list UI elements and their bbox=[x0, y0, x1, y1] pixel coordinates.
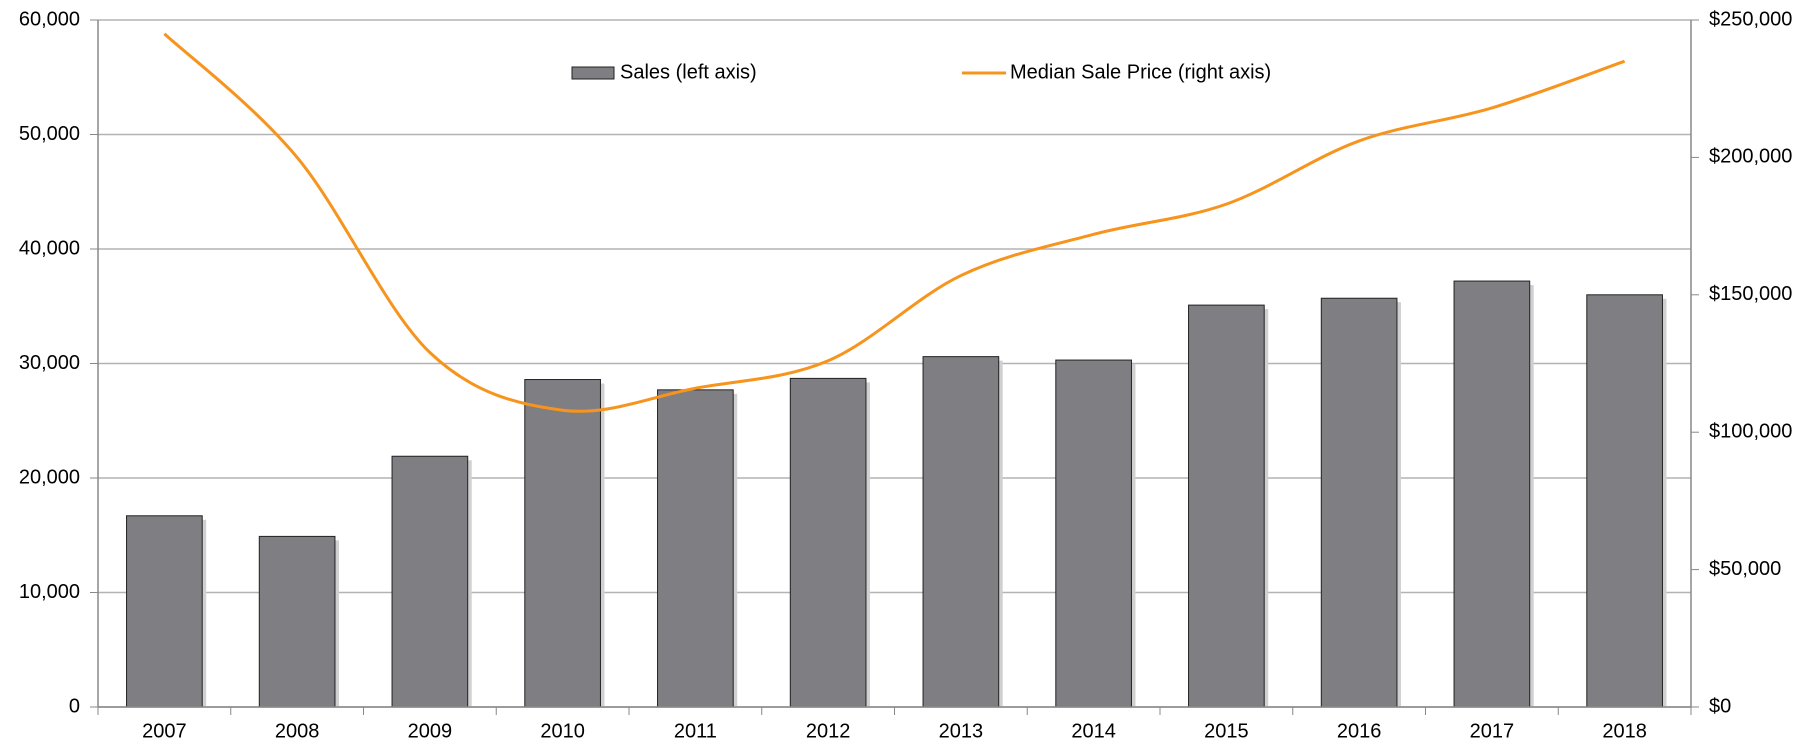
x-tick-label: 2011 bbox=[674, 720, 717, 742]
y-tick-label: 30,000 bbox=[19, 352, 80, 374]
x-tick-label: 2016 bbox=[1337, 720, 1382, 742]
y-tick-label: 40,000 bbox=[19, 237, 80, 259]
legend-label: Sales (left axis) bbox=[620, 61, 757, 83]
line bbox=[163, 32, 1626, 413]
y-tick-label: 10,000 bbox=[19, 581, 80, 603]
x-tick-label: 2017 bbox=[1470, 720, 1515, 742]
bar bbox=[524, 379, 601, 708]
y2-tick-label: $0 bbox=[1709, 695, 1731, 717]
x-tick-label: 2010 bbox=[540, 720, 585, 742]
y2-tick-label: $150,000 bbox=[1709, 283, 1792, 305]
y2-tick-label: $200,000 bbox=[1709, 146, 1792, 168]
bar bbox=[1320, 297, 1398, 708]
y-tick-label: 60,000 bbox=[19, 8, 80, 30]
legend-swatch bbox=[571, 66, 615, 80]
x-tick-label: 2018 bbox=[1602, 720, 1647, 742]
bar bbox=[1055, 359, 1132, 708]
y-tick-label: 50,000 bbox=[19, 123, 80, 145]
y-tick-label: 20,000 bbox=[19, 466, 80, 488]
y2-tick-label: $50,000 bbox=[1709, 558, 1781, 580]
x-tick-label: 2015 bbox=[1204, 720, 1249, 742]
legend-label: Median Sale Price (right axis) bbox=[1010, 61, 1271, 83]
x-tick-label: 2008 bbox=[275, 720, 320, 742]
y2-tick-label: $100,000 bbox=[1709, 420, 1792, 442]
bar bbox=[922, 356, 1000, 708]
bar bbox=[1586, 294, 1663, 708]
y-tick-label: 0 bbox=[69, 695, 80, 717]
bar bbox=[126, 515, 203, 708]
x-tick-label: 2014 bbox=[1071, 720, 1116, 742]
x-tick-label: 2012 bbox=[806, 720, 851, 742]
x-tick-label: 2007 bbox=[142, 720, 187, 742]
bar bbox=[1453, 280, 1531, 708]
bar bbox=[657, 389, 734, 708]
x-tick-label: 2013 bbox=[939, 720, 984, 742]
bar bbox=[391, 455, 469, 708]
bar bbox=[789, 377, 867, 708]
bar bbox=[258, 535, 336, 708]
y2-tick-label: $250,000 bbox=[1709, 8, 1792, 30]
bar bbox=[1188, 304, 1265, 708]
x-tick-label: 2009 bbox=[408, 720, 453, 742]
